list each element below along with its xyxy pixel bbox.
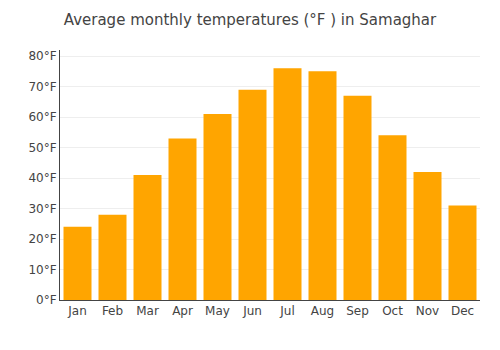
svg-text:Dec: Dec [451, 304, 474, 318]
svg-text:Jul: Jul [279, 304, 294, 318]
svg-text:10°F: 10°F [28, 263, 56, 277]
svg-text:Sep: Sep [346, 304, 369, 318]
svg-text:60°F: 60°F [28, 110, 56, 124]
svg-text:30°F: 30°F [28, 202, 56, 216]
svg-text:Nov: Nov [416, 304, 439, 318]
svg-text:Feb: Feb [102, 304, 123, 318]
svg-text:Jun: Jun [242, 304, 262, 318]
svg-text:Mar: Mar [136, 304, 159, 318]
svg-text:20°F: 20°F [28, 232, 56, 246]
svg-text:Apr: Apr [172, 304, 193, 318]
svg-text:0°F: 0°F [36, 293, 57, 307]
svg-text:70°F: 70°F [28, 80, 56, 94]
svg-text:Oct: Oct [382, 304, 403, 318]
svg-text:Aug: Aug [311, 304, 334, 318]
svg-text:Jan: Jan [67, 304, 87, 318]
svg-text:50°F: 50°F [28, 141, 56, 155]
svg-text:Average monthly temperatures (: Average monthly temperatures (°F ) in Sa… [64, 11, 437, 29]
svg-text:80°F: 80°F [28, 49, 56, 63]
svg-text:May: May [205, 304, 230, 318]
svg-text:40°F: 40°F [28, 171, 56, 185]
